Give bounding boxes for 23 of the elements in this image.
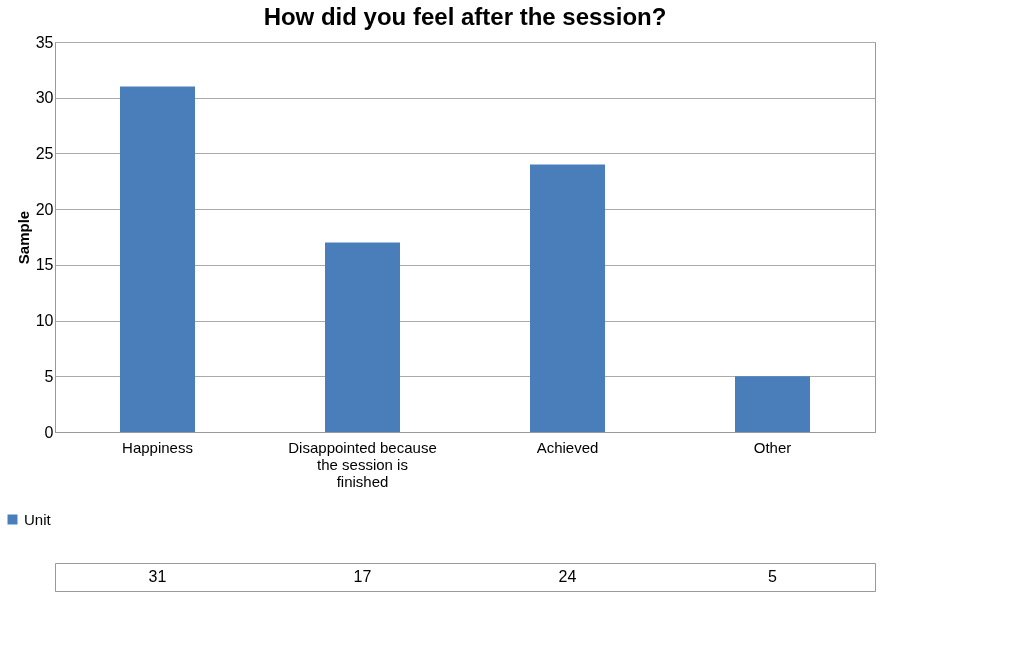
data-label: 17 bbox=[353, 568, 372, 585]
y-tick-label: 5 bbox=[44, 367, 54, 385]
chart-title: How did you feel after the session? bbox=[263, 3, 667, 30]
bar bbox=[120, 86, 195, 432]
y-tick-label: 10 bbox=[35, 312, 54, 330]
x-tick-label: Happiness bbox=[122, 438, 193, 456]
data-label: 24 bbox=[558, 568, 577, 585]
data-label: 5 bbox=[768, 568, 778, 585]
x-tick-label: Disappointed because the session is finished bbox=[288, 438, 437, 490]
y-tick-label: 20 bbox=[35, 200, 54, 218]
y-tick-label: 35 bbox=[35, 33, 54, 51]
y-tick-label: 0 bbox=[44, 423, 54, 441]
data-label: 31 bbox=[148, 568, 167, 585]
x-tick-label: Achieved bbox=[536, 438, 599, 456]
y-tick-label: 25 bbox=[35, 144, 54, 162]
y-axis-title: Sample bbox=[14, 210, 32, 265]
legend-label: Unit bbox=[24, 510, 52, 528]
bar bbox=[735, 376, 810, 432]
bar bbox=[325, 242, 400, 432]
y-tick-label: 15 bbox=[35, 256, 54, 274]
y-tick-label: 30 bbox=[35, 89, 54, 107]
x-tick-label: Other bbox=[753, 438, 792, 456]
bar bbox=[530, 164, 605, 432]
